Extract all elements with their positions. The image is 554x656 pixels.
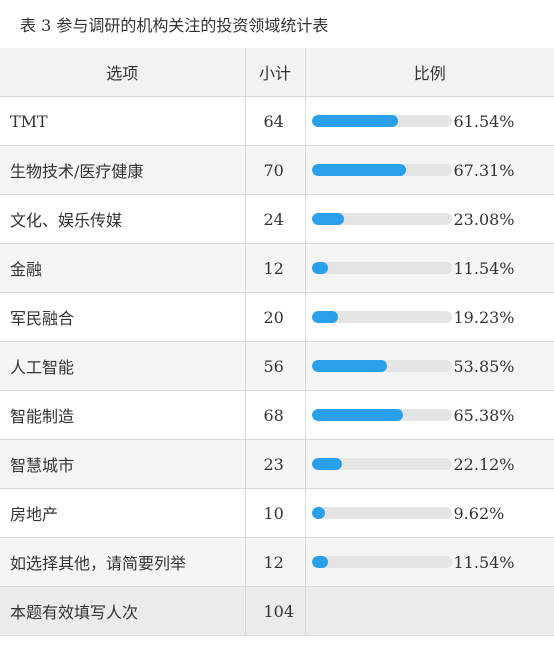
table-header-row: 选项 小计 比例 <box>0 48 554 97</box>
progress-bar-fill <box>311 458 343 470</box>
row-ratio: 61.54% <box>305 96 554 146</box>
table-row: 文化、娱乐传媒 24 23.08% <box>0 194 554 244</box>
row-ratio: 11.54% <box>305 537 554 587</box>
progress-bar-track <box>311 115 452 127</box>
table-footer-row: 本题有效填写人次 104 <box>0 586 554 636</box>
row-option-label: 智慧城市 <box>0 439 245 489</box>
percent-text: 67.31% <box>453 160 515 180</box>
percent-text: 65.38% <box>453 405 515 425</box>
table-caption: 表 3 参与调研的机构关注的投资领域统计表 <box>20 16 329 35</box>
percent-text: 61.54% <box>453 111 515 131</box>
row-option-label: 房地产 <box>0 488 245 538</box>
progress-bar-fill <box>311 409 404 421</box>
ratio-cell: 11.54% <box>306 244 554 292</box>
table-row: 军民融合 20 19.23% <box>0 292 554 342</box>
progress-bar-track <box>311 262 452 274</box>
progress-bar-track <box>311 213 452 225</box>
table-row: 人工智能 56 53.85% <box>0 341 554 391</box>
progress-bar-fill <box>311 115 398 127</box>
ratio-cell: 67.31% <box>306 146 554 194</box>
ratio-cell: 65.38% <box>306 391 554 439</box>
progress-bar-fill <box>311 556 328 568</box>
row-ratio: 23.08% <box>305 194 554 244</box>
ratio-cell: 61.54% <box>306 97 554 145</box>
row-count: 12 <box>244 243 306 293</box>
row-ratio: 9.62% <box>305 488 554 538</box>
row-option-label: 生物技术/医疗健康 <box>0 145 245 195</box>
footer-label: 本题有效填写人次 <box>0 586 245 636</box>
ratio-cell: 23.08% <box>306 195 554 243</box>
percent-text: 19.23% <box>453 307 515 327</box>
table-row: 如选择其他，请简要列举 12 11.54% <box>0 537 554 587</box>
row-ratio: 65.38% <box>305 390 554 440</box>
row-count: 70 <box>244 145 306 195</box>
progress-bar-track <box>311 164 452 176</box>
row-option-label: 军民融合 <box>0 292 245 342</box>
row-count: 10 <box>244 488 306 538</box>
row-count: 20 <box>244 292 306 342</box>
row-option-label: 金融 <box>0 243 245 293</box>
progress-bar-fill <box>311 311 339 323</box>
footer-empty <box>305 586 554 636</box>
progress-bar-track <box>311 458 452 470</box>
table-row: 智能制造 68 65.38% <box>0 390 554 440</box>
row-count: 23 <box>244 439 306 489</box>
footer-count: 104 <box>244 586 306 636</box>
percent-text: 11.54% <box>453 552 515 572</box>
table-row: 生物技术/医疗健康 70 67.31% <box>0 145 554 195</box>
row-ratio: 67.31% <box>305 145 554 195</box>
row-count: 64 <box>244 96 306 146</box>
ratio-cell: 53.85% <box>306 342 554 390</box>
progress-bar-fill <box>311 213 344 225</box>
investment-field-table: 选项 小计 比例 TMT 64 61.54% 生物技术/医疗健康 70 67.31% 文化、… <box>0 48 554 636</box>
progress-bar-track <box>311 507 452 519</box>
table-row: 金融 12 11.54% <box>0 243 554 293</box>
percent-text: 23.08% <box>453 209 515 229</box>
percent-text: 9.62% <box>453 503 505 523</box>
row-ratio: 11.54% <box>305 243 554 293</box>
row-option-label: TMT <box>0 96 245 146</box>
progress-bar-fill <box>311 262 328 274</box>
progress-bar-fill <box>311 507 325 519</box>
row-ratio: 19.23% <box>305 292 554 342</box>
table-row: 房地产 10 9.62% <box>0 488 554 538</box>
table-body: TMT 64 61.54% 生物技术/医疗健康 70 67.31% 文化、娱乐传媒 24 23.… <box>0 96 554 587</box>
ratio-cell: 9.62% <box>306 489 554 537</box>
row-ratio: 53.85% <box>305 341 554 391</box>
progress-bar-track <box>311 311 452 323</box>
progress-bar-track <box>311 556 452 568</box>
row-option-label: 人工智能 <box>0 341 245 391</box>
progress-bar-track <box>311 360 452 372</box>
row-count: 12 <box>244 537 306 587</box>
progress-bar-fill <box>311 164 406 176</box>
row-count: 24 <box>244 194 306 244</box>
ratio-cell: 22.12% <box>306 440 554 488</box>
header-ratio: 比例 <box>305 48 554 97</box>
row-count: 56 <box>244 341 306 391</box>
table-row: TMT 64 61.54% <box>0 96 554 146</box>
progress-bar-track <box>311 409 452 421</box>
ratio-cell: 19.23% <box>306 293 554 341</box>
header-count: 小计 <box>244 48 306 97</box>
row-ratio: 22.12% <box>305 439 554 489</box>
table-row: 智慧城市 23 22.12% <box>0 439 554 489</box>
row-option-label: 文化、娱乐传媒 <box>0 194 245 244</box>
row-count: 68 <box>244 390 306 440</box>
header-option: 选项 <box>0 48 245 97</box>
ratio-cell: 11.54% <box>306 538 554 586</box>
percent-text: 22.12% <box>453 454 515 474</box>
progress-bar-fill <box>311 360 387 372</box>
row-option-label: 智能制造 <box>0 390 245 440</box>
row-option-label: 如选择其他，请简要列举 <box>0 537 245 587</box>
percent-text: 11.54% <box>453 258 515 278</box>
percent-text: 53.85% <box>453 356 515 376</box>
